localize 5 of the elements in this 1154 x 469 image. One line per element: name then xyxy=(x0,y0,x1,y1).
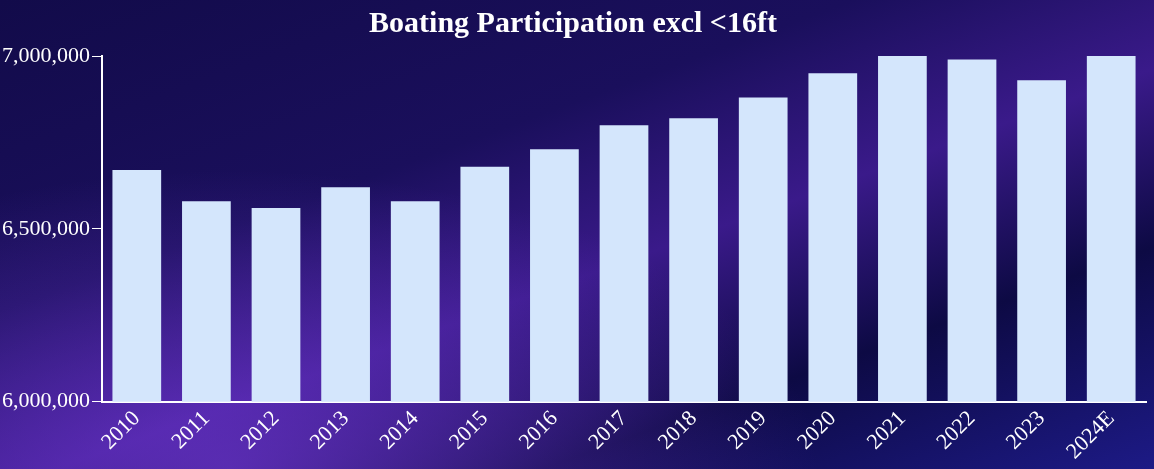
y-tick-label: 6,000,000 xyxy=(2,387,90,413)
x-tick-label: 2011 xyxy=(165,405,215,454)
y-tick-label: 7,000,000 xyxy=(2,41,90,67)
y-tick-label: 6,500,000 xyxy=(2,214,90,240)
chart-title: Boating Participation excl <16ft xyxy=(369,4,777,38)
